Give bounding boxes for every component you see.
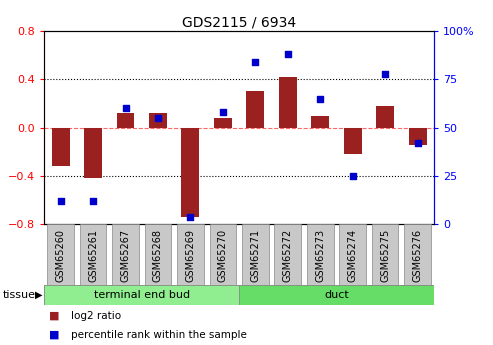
- Text: log2 ratio: log2 ratio: [71, 311, 122, 321]
- Bar: [112, 224, 139, 285]
- Text: ▶: ▶: [35, 290, 42, 300]
- Text: GSM65261: GSM65261: [88, 229, 98, 282]
- Point: [219, 109, 227, 115]
- Text: GSM65271: GSM65271: [250, 229, 260, 282]
- Bar: [307, 224, 334, 285]
- Bar: [409, 128, 426, 145]
- Text: percentile rank within the sample: percentile rank within the sample: [71, 330, 247, 339]
- Bar: [275, 224, 301, 285]
- Point: [317, 96, 324, 101]
- Point: [122, 106, 130, 111]
- Bar: [52, 128, 70, 166]
- Text: GSM65273: GSM65273: [315, 229, 325, 282]
- Text: GSM65275: GSM65275: [380, 229, 390, 282]
- Bar: [246, 91, 264, 128]
- Bar: [344, 128, 362, 154]
- Bar: [47, 224, 74, 285]
- Bar: [242, 224, 269, 285]
- Bar: [44, 285, 239, 305]
- Point: [381, 71, 389, 76]
- Point: [186, 214, 194, 219]
- Point: [251, 59, 259, 65]
- Bar: [210, 224, 236, 285]
- Bar: [239, 285, 434, 305]
- Bar: [116, 113, 135, 128]
- Text: tissue: tissue: [2, 290, 35, 300]
- Bar: [279, 77, 297, 128]
- Bar: [339, 224, 366, 285]
- Bar: [80, 224, 106, 285]
- Bar: [177, 224, 204, 285]
- Point: [57, 198, 65, 204]
- Bar: [84, 128, 102, 178]
- Text: GSM65270: GSM65270: [218, 229, 228, 282]
- Point: [284, 51, 292, 57]
- Text: duct: duct: [324, 290, 349, 300]
- Text: GSM65276: GSM65276: [413, 229, 423, 282]
- Text: GSM65267: GSM65267: [120, 229, 131, 282]
- Point: [154, 115, 162, 121]
- Text: GSM65260: GSM65260: [56, 229, 66, 282]
- Text: ■: ■: [49, 311, 60, 321]
- Point: [89, 198, 97, 204]
- Point: [349, 173, 356, 179]
- Bar: [372, 224, 398, 285]
- Bar: [181, 128, 199, 217]
- Text: terminal end bud: terminal end bud: [94, 290, 190, 300]
- Text: GSM65268: GSM65268: [153, 229, 163, 282]
- Text: GDS2115 / 6934: GDS2115 / 6934: [182, 16, 296, 30]
- Bar: [376, 106, 394, 128]
- Text: GSM65274: GSM65274: [348, 229, 358, 282]
- Point: [414, 140, 422, 146]
- Text: ■: ■: [49, 330, 60, 339]
- Bar: [149, 113, 167, 128]
- Bar: [404, 224, 431, 285]
- Bar: [144, 224, 171, 285]
- Text: GSM65272: GSM65272: [283, 229, 293, 282]
- Text: GSM65269: GSM65269: [185, 229, 195, 282]
- Bar: [311, 116, 329, 128]
- Bar: [214, 118, 232, 128]
